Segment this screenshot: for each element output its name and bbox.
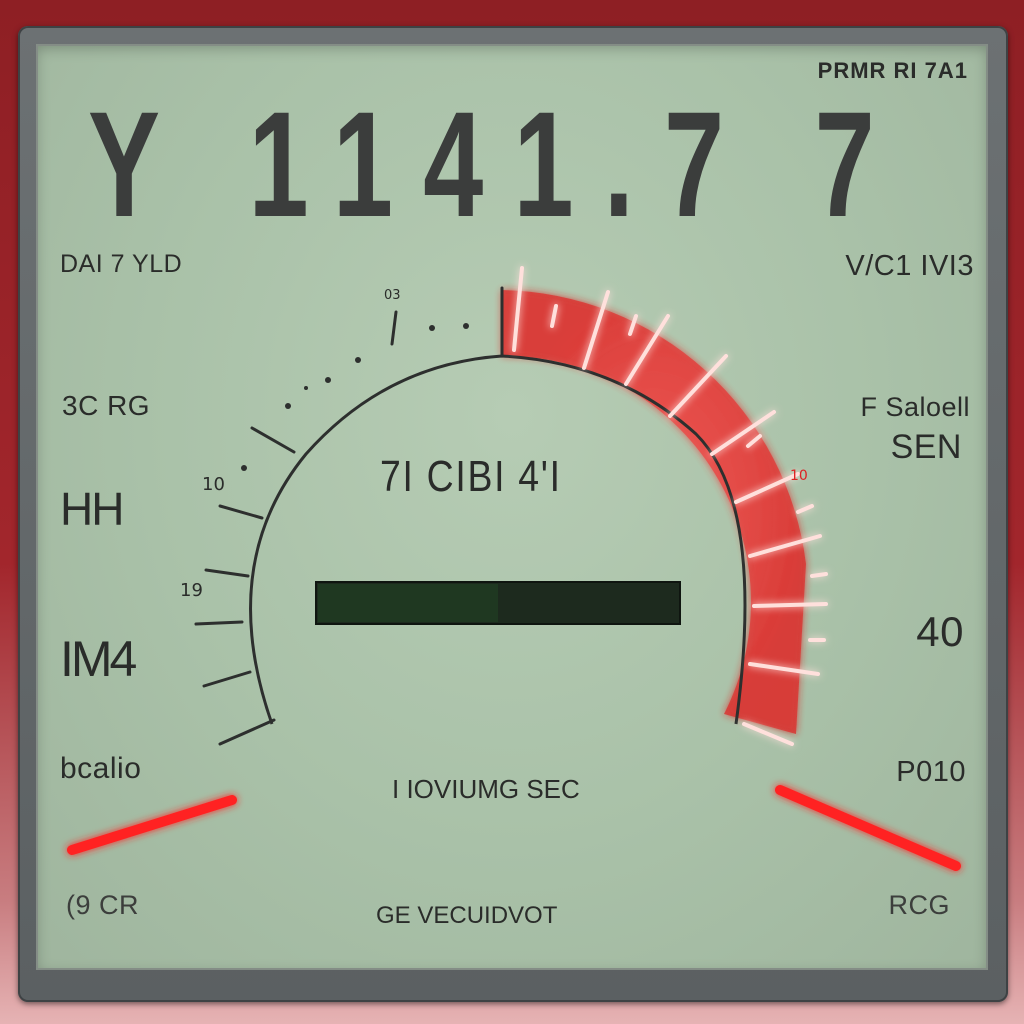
left-label-5: bcalio <box>60 752 142 785</box>
right-label-3: 40 <box>916 608 964 655</box>
tick-label-2: 19 <box>180 580 203 601</box>
left-label-4: IM4 <box>60 631 137 687</box>
right-label-2a: F Saloell <box>860 392 970 422</box>
right-label-4: P010 <box>896 756 966 788</box>
right-label-5: RCG <box>888 890 950 920</box>
main-readout: Y 1141.7 7 <box>88 80 905 248</box>
left-label-6: (9 CR <box>66 890 140 920</box>
tick-label-3: 03 <box>384 288 401 303</box>
left-ticks <box>194 286 504 746</box>
left-dots <box>241 323 469 471</box>
lcd-screen: PRMR RI 7A1 Y 1141.7 7 DAI 7 YLD 3C RG H… <box>36 44 988 970</box>
left-label-2: 3C RG <box>62 390 151 421</box>
right-ticks <box>512 266 828 746</box>
left-label-1: DAI 7 YLD <box>60 250 183 278</box>
left-label-3: HH <box>60 483 124 535</box>
level-bar-fill <box>318 584 498 622</box>
corner-label: PRMR RI 7A1 <box>817 58 968 83</box>
gauge-bottom-label: GE VECUIDVOT <box>376 902 558 929</box>
right-red-needle <box>775 785 961 871</box>
gauge-center-readout: 7I CIBI 4'I <box>380 452 562 501</box>
redline-zone <box>502 290 806 734</box>
left-red-needle <box>67 795 237 855</box>
tick-label-4: 10 <box>790 468 808 484</box>
right-label-1: V/C1 IVI3 <box>845 250 974 282</box>
right-label-2b: SEN <box>890 428 962 466</box>
gauge-graphic <box>67 266 961 871</box>
tick-label-1: 10 <box>202 474 225 495</box>
gauge-status-line: I IOVIUMG SEC <box>392 774 580 804</box>
